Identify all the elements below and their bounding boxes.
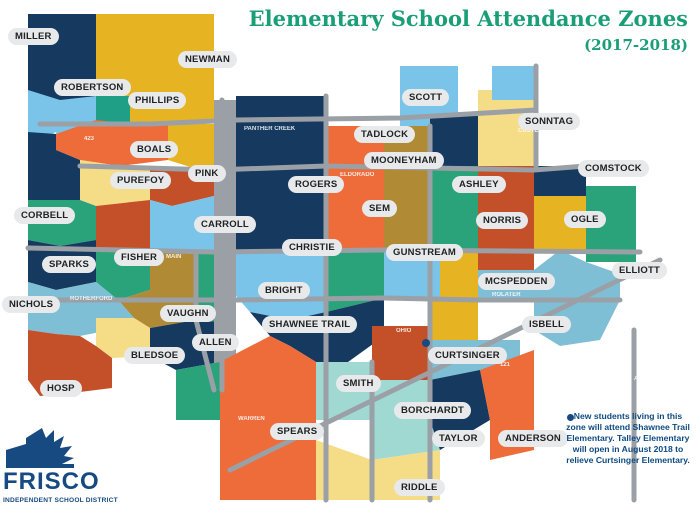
label-miller: MILLER [8,28,59,45]
label-newman: NEWMAN [178,51,237,68]
svg-text:ROTHERFORD: ROTHERFORD [70,296,113,302]
zone-carroll [150,196,214,252]
svg-text:PANTHER CREEK: PANTHER CREEK [244,126,296,132]
label-pink: PINK [188,165,226,182]
zone-nw-small [28,132,80,200]
zone-borchardt [372,420,440,460]
zone-miller-west [28,90,60,140]
label-comstock: COMSTOCK [578,160,649,177]
zone-mooneyham [384,126,430,250]
logo-wordmark: FRISCO [3,468,100,495]
label-bledsoe: BLEDSOE [124,347,186,364]
label-rogers: ROGERS [288,176,345,193]
label-tadlock: TADLOCK [354,126,416,143]
label-scott: SCOTT [402,89,450,106]
label-ogle: OGLE [564,211,606,228]
label-mcspedden: MCSPEDDEN [478,273,555,290]
map-subtitle: (2017-2018) [584,36,688,54]
zone-hosp [28,330,112,396]
zone-gunstream [384,250,440,300]
map-title: Elementary School Attendance Zones [248,6,688,31]
svg-text:ALMA: ALMA [634,376,652,382]
label-carroll: CARROLL [194,216,256,233]
logo-subtitle: INDEPENDENT SCHOOL DISTRICT [3,497,118,504]
label-fisher: FISHER [114,249,165,266]
zone-panther-creek [236,96,326,166]
label-ashley: ASHLEY [452,176,506,193]
label-shawnee-trail: SHAWNEE TRAIL [262,316,358,333]
label-allen: ALLEN [192,334,239,351]
svg-text:ROLATER: ROLATER [492,292,521,298]
svg-text:WARREN: WARREN [238,416,265,422]
road-labels: PANTHER CREEK ELDORADO MAIN ROLATER OHIO… [70,126,652,422]
zone-fisher-west [96,200,150,252]
label-mooneyham: MOONEYHAM [364,152,444,169]
label-sem: SEM [362,200,398,217]
label-smith: SMITH [336,375,381,392]
label-hosp: HOSP [40,380,82,397]
zone-sonntag-n [492,66,536,100]
label-boals: BOALS [130,141,179,158]
svg-text:MAIN: MAIN [166,254,181,260]
svg-text:423: 423 [84,136,95,142]
legend-note: New students living in this zone will at… [566,411,690,465]
svg-text:CUSTER: CUSTER [518,128,543,134]
label-phillips: PHILLIPS [128,92,187,109]
label-purefoy: PUREFOY [110,172,172,189]
zone-gunstream-gold [440,250,478,300]
svg-text:121: 121 [500,362,511,368]
label-norris: NORRIS [476,212,529,229]
svg-text:ELDORADO: ELDORADO [340,172,375,178]
legend-dot-icon [567,414,574,421]
label-corbell: CORBELL [14,207,76,224]
label-isbell: ISBELL [522,316,571,333]
zone-curtsinger [430,300,478,340]
zone-ohio [372,326,430,380]
zone-spears [220,336,316,500]
label-spears: SPEARS [270,423,325,440]
label-curtsinger: CURTSINGER [428,347,507,364]
frisco-isd-logo [6,428,74,468]
label-bright: BRIGHT [258,282,310,299]
zone-ogle [534,196,586,250]
label-robertson: ROBERTSON [54,79,131,96]
svg-text:OHIO: OHIO [396,328,412,334]
label-gunstream: GUNSTREAM [386,244,464,261]
road-rolater [53,295,623,303]
label-sonntag: SONNTAG [518,113,581,130]
label-nichols: NICHOLS [2,296,61,313]
label-sparks: SPARKS [42,256,97,273]
label-riddle: RIDDLE [394,479,445,496]
label-christie: CHRISTIE [282,239,342,256]
label-anderson: ANDERSON [498,430,568,447]
new-student-zone-marker [422,339,430,347]
zone-mooneyham-n [430,116,478,166]
road-panther-creek [37,107,539,127]
label-vaughn: VAUGHN [160,305,216,322]
label-taylor: TAYLOR [432,430,485,447]
label-borchardt: BORCHARDT [394,402,472,419]
zone-boals-east [168,124,214,170]
zone-elliott [586,186,636,262]
label-elliott: ELLIOTT [612,262,667,279]
zone-comstock [534,166,586,200]
